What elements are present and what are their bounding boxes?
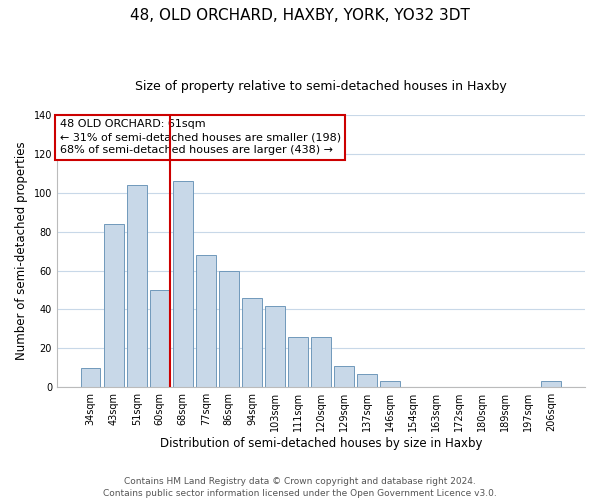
Text: Contains HM Land Registry data © Crown copyright and database right 2024.
Contai: Contains HM Land Registry data © Crown c…: [103, 476, 497, 498]
Bar: [265, 306, 284, 387]
Bar: [81, 368, 100, 387]
Bar: [127, 185, 146, 387]
Bar: [219, 270, 239, 387]
Bar: [288, 336, 308, 387]
Title: Size of property relative to semi-detached houses in Haxby: Size of property relative to semi-detach…: [135, 80, 507, 93]
Bar: [311, 336, 331, 387]
Bar: [541, 382, 561, 387]
X-axis label: Distribution of semi-detached houses by size in Haxby: Distribution of semi-detached houses by …: [160, 437, 482, 450]
Bar: [334, 366, 354, 387]
Bar: [242, 298, 262, 387]
Text: 48, OLD ORCHARD, HAXBY, YORK, YO32 3DT: 48, OLD ORCHARD, HAXBY, YORK, YO32 3DT: [130, 8, 470, 22]
Bar: [196, 255, 215, 387]
Bar: [173, 181, 193, 387]
Text: 48 OLD ORCHARD: 61sqm
← 31% of semi-detached houses are smaller (198)
68% of sem: 48 OLD ORCHARD: 61sqm ← 31% of semi-deta…: [59, 119, 341, 156]
Bar: [380, 382, 400, 387]
Bar: [150, 290, 170, 387]
Bar: [104, 224, 124, 387]
Bar: [357, 374, 377, 387]
Y-axis label: Number of semi-detached properties: Number of semi-detached properties: [15, 142, 28, 360]
